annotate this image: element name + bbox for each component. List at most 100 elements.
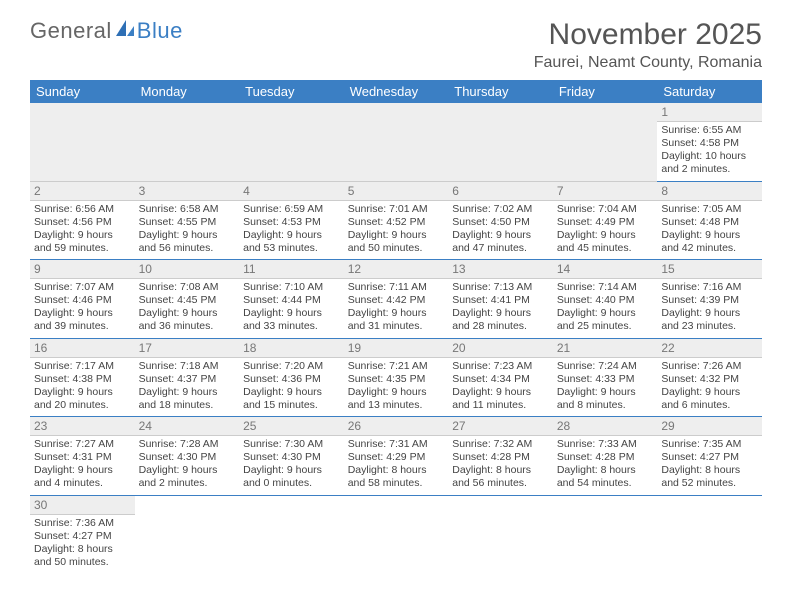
calendar-day-cell	[135, 495, 240, 573]
calendar-week-row: 1Sunrise: 6:55 AMSunset: 4:58 PMDaylight…	[30, 103, 762, 181]
daylight-text: Daylight: 9 hours and 50 minutes.	[348, 229, 445, 255]
daylight-text: Daylight: 9 hours and 39 minutes.	[34, 307, 131, 333]
daylight-text: Daylight: 9 hours and 20 minutes.	[34, 386, 131, 412]
calendar-week-row: 2Sunrise: 6:56 AMSunset: 4:56 PMDaylight…	[30, 181, 762, 260]
calendar-week-row: 30Sunrise: 7:36 AMSunset: 4:27 PMDayligh…	[30, 495, 762, 573]
daylight-text: Daylight: 9 hours and 47 minutes.	[452, 229, 549, 255]
daylight-text: Daylight: 9 hours and 6 minutes.	[661, 386, 758, 412]
daylight-text: Daylight: 10 hours and 2 minutes.	[661, 150, 758, 176]
day-number: 21	[553, 339, 658, 358]
sunset-text: Sunset: 4:30 PM	[139, 451, 236, 464]
sunrise-text: Sunrise: 6:59 AM	[243, 203, 340, 216]
calendar-day-cell: 21Sunrise: 7:24 AMSunset: 4:33 PMDayligh…	[553, 338, 658, 417]
calendar-day-cell	[657, 495, 762, 573]
calendar-day-cell: 3Sunrise: 6:58 AMSunset: 4:55 PMDaylight…	[135, 181, 240, 260]
calendar-day-cell: 30Sunrise: 7:36 AMSunset: 4:27 PMDayligh…	[30, 495, 135, 573]
sunrise-text: Sunrise: 6:56 AM	[34, 203, 131, 216]
sunrise-text: Sunrise: 7:08 AM	[139, 281, 236, 294]
calendar-day-cell: 19Sunrise: 7:21 AMSunset: 4:35 PMDayligh…	[344, 338, 449, 417]
header: General Blue November 2025 Faurei, Neamt…	[30, 18, 762, 72]
day-number: 5	[344, 182, 449, 201]
calendar-day-cell	[239, 103, 344, 181]
logo: General Blue	[30, 18, 183, 44]
sunset-text: Sunset: 4:55 PM	[139, 216, 236, 229]
sunset-text: Sunset: 4:29 PM	[348, 451, 445, 464]
sunset-text: Sunset: 4:52 PM	[348, 216, 445, 229]
day-number: 1	[657, 103, 762, 122]
day-number: 19	[344, 339, 449, 358]
calendar-day-cell	[448, 103, 553, 181]
title-block: November 2025 Faurei, Neamt County, Roma…	[534, 18, 762, 72]
day-number: 27	[448, 417, 553, 436]
location: Faurei, Neamt County, Romania	[534, 54, 762, 72]
daylight-text: Daylight: 9 hours and 56 minutes.	[139, 229, 236, 255]
sunrise-text: Sunrise: 7:05 AM	[661, 203, 758, 216]
calendar-day-cell: 20Sunrise: 7:23 AMSunset: 4:34 PMDayligh…	[448, 338, 553, 417]
sunrise-text: Sunrise: 7:26 AM	[661, 360, 758, 373]
day-number: 28	[553, 417, 658, 436]
sunrise-text: Sunrise: 7:36 AM	[34, 517, 131, 530]
daylight-text: Daylight: 9 hours and 45 minutes.	[557, 229, 654, 255]
calendar-day-cell: 12Sunrise: 7:11 AMSunset: 4:42 PMDayligh…	[344, 260, 449, 339]
calendar-day-cell: 23Sunrise: 7:27 AMSunset: 4:31 PMDayligh…	[30, 417, 135, 496]
day-number: 30	[30, 496, 135, 515]
calendar-day-cell	[448, 495, 553, 573]
calendar-day-cell: 9Sunrise: 7:07 AMSunset: 4:46 PMDaylight…	[30, 260, 135, 339]
sunrise-text: Sunrise: 7:23 AM	[452, 360, 549, 373]
daylight-text: Daylight: 9 hours and 36 minutes.	[139, 307, 236, 333]
daylight-text: Daylight: 9 hours and 33 minutes.	[243, 307, 340, 333]
daylight-text: Daylight: 8 hours and 54 minutes.	[557, 464, 654, 490]
day-number: 4	[239, 182, 344, 201]
day-number: 26	[344, 417, 449, 436]
calendar-day-cell	[344, 495, 449, 573]
daylight-text: Daylight: 9 hours and 11 minutes.	[452, 386, 549, 412]
weekday-header: Monday	[135, 80, 240, 103]
day-number: 17	[135, 339, 240, 358]
calendar-day-cell: 14Sunrise: 7:14 AMSunset: 4:40 PMDayligh…	[553, 260, 658, 339]
day-number: 13	[448, 260, 553, 279]
calendar-day-cell: 13Sunrise: 7:13 AMSunset: 4:41 PMDayligh…	[448, 260, 553, 339]
daylight-text: Daylight: 9 hours and 18 minutes.	[139, 386, 236, 412]
calendar-week-row: 9Sunrise: 7:07 AMSunset: 4:46 PMDaylight…	[30, 260, 762, 339]
daylight-text: Daylight: 9 hours and 23 minutes.	[661, 307, 758, 333]
day-number: 10	[135, 260, 240, 279]
day-number: 24	[135, 417, 240, 436]
sunset-text: Sunset: 4:40 PM	[557, 294, 654, 307]
daylight-text: Daylight: 8 hours and 56 minutes.	[452, 464, 549, 490]
calendar-day-cell: 26Sunrise: 7:31 AMSunset: 4:29 PMDayligh…	[344, 417, 449, 496]
sunrise-text: Sunrise: 7:32 AM	[452, 438, 549, 451]
sunset-text: Sunset: 4:33 PM	[557, 373, 654, 386]
day-number: 8	[657, 182, 762, 201]
month-title: November 2025	[534, 18, 762, 52]
sunset-text: Sunset: 4:27 PM	[661, 451, 758, 464]
sunrise-text: Sunrise: 7:02 AM	[452, 203, 549, 216]
daylight-text: Daylight: 9 hours and 28 minutes.	[452, 307, 549, 333]
sunrise-text: Sunrise: 7:17 AM	[34, 360, 131, 373]
calendar-day-cell	[344, 103, 449, 181]
weekday-header: Tuesday	[239, 80, 344, 103]
sunset-text: Sunset: 4:46 PM	[34, 294, 131, 307]
weekday-header: Friday	[553, 80, 658, 103]
sunrise-text: Sunrise: 7:20 AM	[243, 360, 340, 373]
calendar-day-cell: 2Sunrise: 6:56 AMSunset: 4:56 PMDaylight…	[30, 181, 135, 260]
sunrise-text: Sunrise: 6:58 AM	[139, 203, 236, 216]
sunset-text: Sunset: 4:56 PM	[34, 216, 131, 229]
calendar-day-cell: 25Sunrise: 7:30 AMSunset: 4:30 PMDayligh…	[239, 417, 344, 496]
sunset-text: Sunset: 4:38 PM	[34, 373, 131, 386]
calendar-page: General Blue November 2025 Faurei, Neamt…	[0, 0, 792, 583]
day-number: 23	[30, 417, 135, 436]
calendar-day-cell: 29Sunrise: 7:35 AMSunset: 4:27 PMDayligh…	[657, 417, 762, 496]
sunrise-text: Sunrise: 7:11 AM	[348, 281, 445, 294]
daylight-text: Daylight: 9 hours and 4 minutes.	[34, 464, 131, 490]
sunrise-text: Sunrise: 7:33 AM	[557, 438, 654, 451]
sunrise-text: Sunrise: 7:18 AM	[139, 360, 236, 373]
sunrise-text: Sunrise: 7:27 AM	[34, 438, 131, 451]
sunset-text: Sunset: 4:48 PM	[661, 216, 758, 229]
sunrise-text: Sunrise: 7:24 AM	[557, 360, 654, 373]
day-number: 29	[657, 417, 762, 436]
daylight-text: Daylight: 8 hours and 50 minutes.	[34, 543, 131, 569]
daylight-text: Daylight: 9 hours and 53 minutes.	[243, 229, 340, 255]
calendar-day-cell: 1Sunrise: 6:55 AMSunset: 4:58 PMDaylight…	[657, 103, 762, 181]
daylight-text: Daylight: 9 hours and 15 minutes.	[243, 386, 340, 412]
calendar-day-cell	[135, 103, 240, 181]
